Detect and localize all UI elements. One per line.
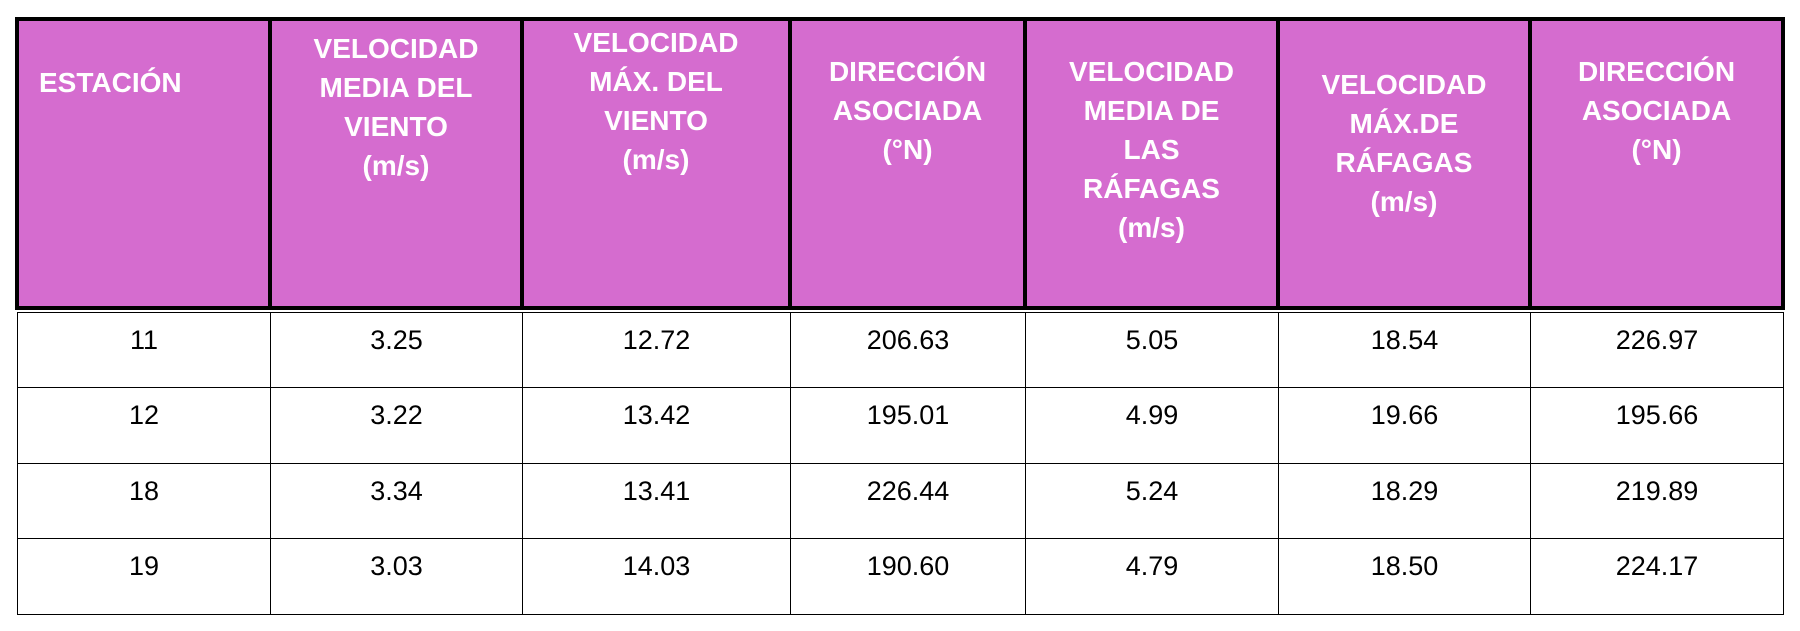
header-text: DIRECCIÓN [1577, 56, 1736, 87]
header-text: (m/s) [622, 144, 690, 175]
table-cell: 19.66 [1278, 387, 1531, 464]
header-text: MÁX. DEL [589, 66, 723, 97]
table-cell: 13.41 [522, 463, 791, 539]
table-cell: 3.34 [270, 463, 523, 539]
table-cell: 3.25 [270, 312, 523, 388]
table-cell: 190.60 [790, 538, 1026, 615]
header-text: DIRECCIÓN [828, 56, 987, 87]
table-cell: 195.66 [1530, 387, 1784, 464]
table-cell: 5.24 [1025, 463, 1279, 539]
header-text: VELOCIDAD [573, 27, 739, 58]
table-cell: 3.03 [270, 538, 523, 615]
table-cell: 219.89 [1530, 463, 1784, 539]
header-text: (m/s) [1118, 212, 1185, 243]
table-cell: 4.79 [1025, 538, 1279, 615]
header-cell: DIRECCIÓN ASOCIADA (°N) [1528, 17, 1785, 310]
header-cell: VELOCIDAD MÁX. DEL VIENTO (m/s) [520, 17, 792, 310]
table-cell: 226.44 [790, 463, 1026, 539]
table-cell: 3.22 [270, 387, 523, 464]
header-text: MÁX.DE [1349, 108, 1459, 139]
header-text: (m/s) [1370, 186, 1438, 217]
table-cell: 5.05 [1025, 312, 1279, 388]
table-cell: 12.72 [522, 312, 791, 388]
table-cell: 195.01 [790, 387, 1026, 464]
table-cell: 11 [17, 312, 271, 388]
header-cell: VELOCIDAD MEDIA DE LAS RÁFAGAS (m/s) [1023, 17, 1280, 310]
header-text: ESTACIÓN [39, 67, 182, 98]
table-cell: 206.63 [790, 312, 1026, 388]
header-cell: DIRECCIÓN ASOCIADA (°N) [788, 17, 1027, 310]
header-cell: ESTACIÓN [15, 17, 272, 310]
header-text: VELOCIDAD [313, 33, 479, 64]
table-cell: 13.42 [522, 387, 791, 464]
table-cell: 18.50 [1278, 538, 1531, 615]
table-cell: 4.99 [1025, 387, 1279, 464]
header-text: ASOCIADA [832, 95, 983, 126]
header-text: MEDIA DE [1083, 95, 1220, 126]
header-text: (°N) [1631, 134, 1682, 165]
header-text: ASOCIADA [1581, 95, 1732, 126]
header-text: LAS [1123, 134, 1180, 165]
table-cell: 12 [17, 387, 271, 464]
header-text: VIENTO [604, 105, 708, 136]
header-cell: VELOCIDAD MEDIA DEL VIENTO (m/s) [268, 17, 524, 310]
header-text: MEDIA DEL [319, 72, 473, 103]
header-text: VIENTO [344, 111, 448, 142]
table-cell: 18.54 [1278, 312, 1531, 388]
table-cell: 18 [17, 463, 271, 539]
table-cell: 19 [17, 538, 271, 615]
table-cell: 226.97 [1530, 312, 1784, 388]
header-text: VELOCIDAD [1321, 69, 1487, 100]
header-cell: VELOCIDAD MÁX.DE RÁFAGAS (m/s) [1276, 17, 1532, 310]
table-cell: 18.29 [1278, 463, 1531, 539]
header-text: (m/s) [362, 150, 430, 181]
header-text: (°N) [882, 134, 933, 165]
table-cell: 14.03 [522, 538, 791, 615]
table-cell: 224.17 [1530, 538, 1784, 615]
header-text: RÁFAGAS [1335, 147, 1473, 178]
header-text: VELOCIDAD [1069, 56, 1234, 87]
header-text: RÁFAGAS [1083, 173, 1220, 204]
